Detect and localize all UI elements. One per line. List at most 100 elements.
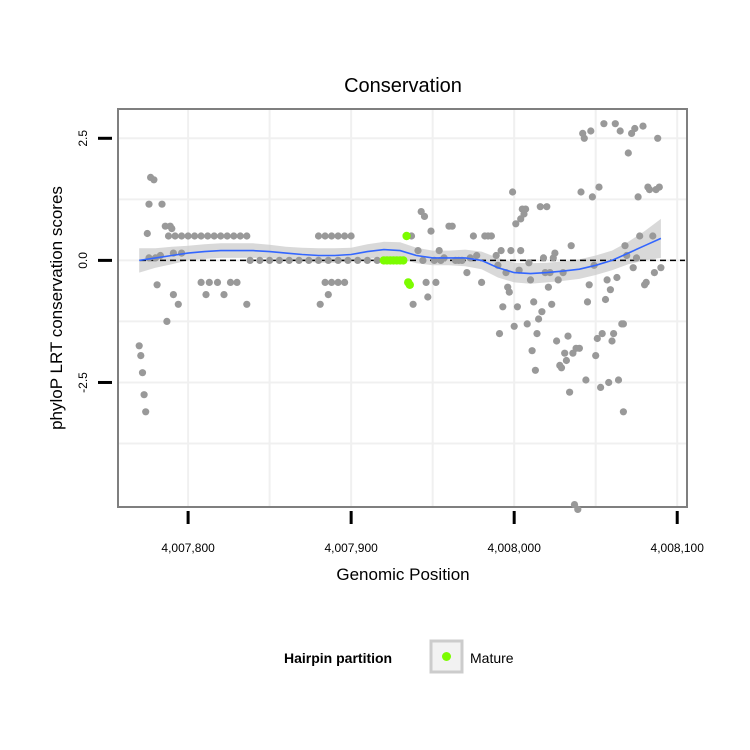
y-tick-label: -2.5: [76, 372, 90, 393]
data-point: [580, 134, 588, 142]
data-point: [184, 232, 192, 240]
data-point: [517, 247, 525, 255]
data-point: [422, 278, 430, 286]
data-point: [583, 298, 592, 306]
data-point: [354, 256, 362, 264]
data-point: [448, 222, 456, 230]
data-point: [588, 193, 597, 201]
x-tick-label: 4,008,100: [651, 541, 705, 555]
data-point: [435, 247, 443, 255]
y-tick-label: 2.5: [76, 130, 90, 147]
data-point: [321, 278, 329, 286]
data-point: [533, 330, 541, 338]
data-point: [554, 276, 562, 284]
data-point: [543, 203, 551, 211]
data-point: [492, 251, 500, 260]
data-point: [409, 300, 417, 308]
data-point: [204, 232, 212, 240]
data-point: [432, 278, 440, 286]
data-point: [328, 278, 336, 286]
data-point: [528, 347, 536, 355]
data-point: [655, 183, 663, 191]
data-point: [544, 283, 553, 291]
x-tick-label: 4,007,900: [324, 541, 378, 555]
data-point: [629, 264, 637, 272]
x-tick-label: 4,007,800: [161, 541, 215, 555]
legend-title: Hairpin partition: [284, 650, 392, 666]
data-point: [592, 352, 600, 360]
mature-point: [399, 256, 408, 265]
data-point: [420, 212, 429, 220]
data-point: [487, 232, 495, 240]
data-point: [548, 300, 556, 308]
x-tick-label: 4,008,000: [487, 541, 541, 555]
data-point: [150, 176, 158, 184]
data-point: [522, 205, 530, 213]
data-point: [624, 149, 632, 157]
data-point: [226, 278, 235, 286]
data-point: [414, 247, 422, 255]
data-point: [266, 256, 274, 264]
data-point: [497, 247, 505, 255]
data-point: [621, 242, 629, 250]
y-axis: 2.5 0.0 -2.5: [76, 130, 112, 393]
x-axis-label: Genomic Position: [336, 565, 469, 584]
smooth-line: [139, 237, 662, 275]
data-point: [285, 256, 293, 264]
data-point: [328, 232, 336, 240]
data-point: [575, 344, 584, 352]
y-tick-label: 0.0: [76, 252, 90, 269]
data-point: [191, 232, 199, 240]
data-point: [512, 220, 520, 228]
data-point: [168, 225, 176, 233]
data-point: [508, 188, 517, 196]
data-point: [347, 232, 355, 240]
data-point: [639, 122, 647, 130]
data-point: [233, 278, 241, 286]
data-point: [614, 376, 623, 384]
data-point: [344, 256, 352, 264]
data-point: [473, 251, 481, 260]
data-point: [603, 276, 611, 284]
data-point: [334, 232, 342, 240]
data-point: [163, 317, 171, 325]
data-point: [295, 256, 303, 264]
data-point: [171, 232, 179, 240]
data-point: [316, 300, 324, 308]
panel-border: [117, 108, 688, 508]
data-point: [597, 383, 605, 391]
data-point: [566, 388, 574, 396]
data-point: [324, 256, 332, 264]
data-point: [205, 278, 213, 286]
data-point: [636, 232, 644, 240]
data-point: [145, 200, 153, 208]
x-axis: 4,007,800 4,007,900 4,008,000 4,008,100: [161, 511, 704, 555]
data-point: [143, 229, 151, 238]
data-point: [613, 273, 621, 282]
data-point: [197, 232, 205, 240]
data-point: [564, 332, 572, 340]
data-point: [631, 124, 639, 133]
data-point: [478, 278, 486, 286]
data-point: [553, 337, 561, 345]
data-point: [469, 232, 477, 240]
data-point: [220, 291, 228, 299]
data-point: [230, 232, 238, 240]
legend-label-mature: Mature: [470, 650, 514, 666]
data-point: [341, 278, 349, 286]
legend-key-dot: [442, 652, 451, 661]
data-point: [256, 256, 264, 264]
data-point: [213, 278, 222, 286]
data-point: [535, 315, 543, 323]
data-point: [585, 281, 593, 289]
data-point: [523, 320, 531, 328]
data-point: [574, 505, 582, 513]
data-point: [174, 300, 182, 308]
data-point: [424, 293, 432, 301]
data-point: [610, 330, 618, 338]
data-point: [619, 320, 628, 328]
data-point: [619, 408, 628, 416]
data-point: [305, 256, 313, 264]
data-point: [243, 232, 251, 240]
